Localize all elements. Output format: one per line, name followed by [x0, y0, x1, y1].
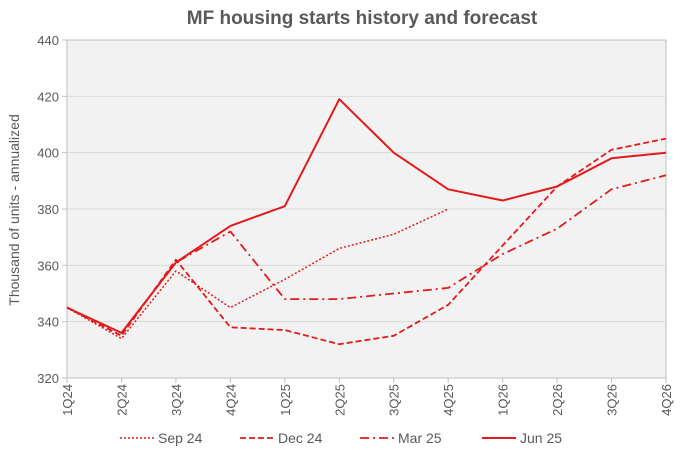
x-tick-label: 4Q26 — [659, 384, 674, 416]
x-tick-label: 2Q26 — [550, 384, 565, 416]
y-tick-label: 360 — [37, 258, 59, 273]
x-axis-ticks: 1Q24 2Q24 3Q24 4Q24 1Q25 2Q25 3Q25 4Q25 1Q26 2Q26… — [60, 378, 674, 416]
gridlines — [67, 95, 666, 323]
y-tick-label: 440 — [37, 33, 59, 48]
series-line-jun-25 — [66, 98, 667, 334]
legend: Sep 24 Dec 24 Mar 25 Jun 25 — [120, 430, 562, 446]
series-lines — [66, 98, 667, 346]
y-axis-title: Thousand of units - annualized — [6, 114, 22, 305]
x-tick-label: 1Q26 — [496, 384, 511, 416]
y-tick-label: 400 — [37, 146, 59, 161]
y-tick-label: 420 — [37, 89, 59, 104]
x-tick-label: 2Q25 — [332, 384, 347, 416]
series-line-dec-24 — [66, 137, 667, 346]
legend-label: Jun 25 — [520, 430, 562, 446]
x-tick-label: 4Q24 — [223, 384, 238, 416]
chart-title: MF housing starts history and forecast — [187, 8, 538, 29]
x-tick-label: 3Q26 — [605, 384, 620, 416]
y-tick-label: 380 — [37, 202, 59, 217]
x-tick-label: 3Q24 — [169, 384, 184, 416]
y-tick-label: 320 — [37, 371, 59, 386]
legend-label: Sep 24 — [158, 430, 203, 446]
legend-label: Mar 25 — [398, 430, 442, 446]
x-tick-label: 4Q25 — [441, 384, 456, 416]
y-tick-label: 340 — [37, 315, 59, 330]
x-tick-label: 1Q25 — [278, 384, 293, 416]
series-line-sep-24 — [66, 208, 449, 340]
x-tick-label: 3Q25 — [387, 384, 402, 416]
x-tick-label: 1Q24 — [60, 384, 75, 416]
x-tick-label: 2Q24 — [114, 384, 129, 416]
legend-label: Dec 24 — [278, 430, 323, 446]
y-axis-ticks: 320 340 360 380 400 420 440 — [37, 33, 67, 386]
